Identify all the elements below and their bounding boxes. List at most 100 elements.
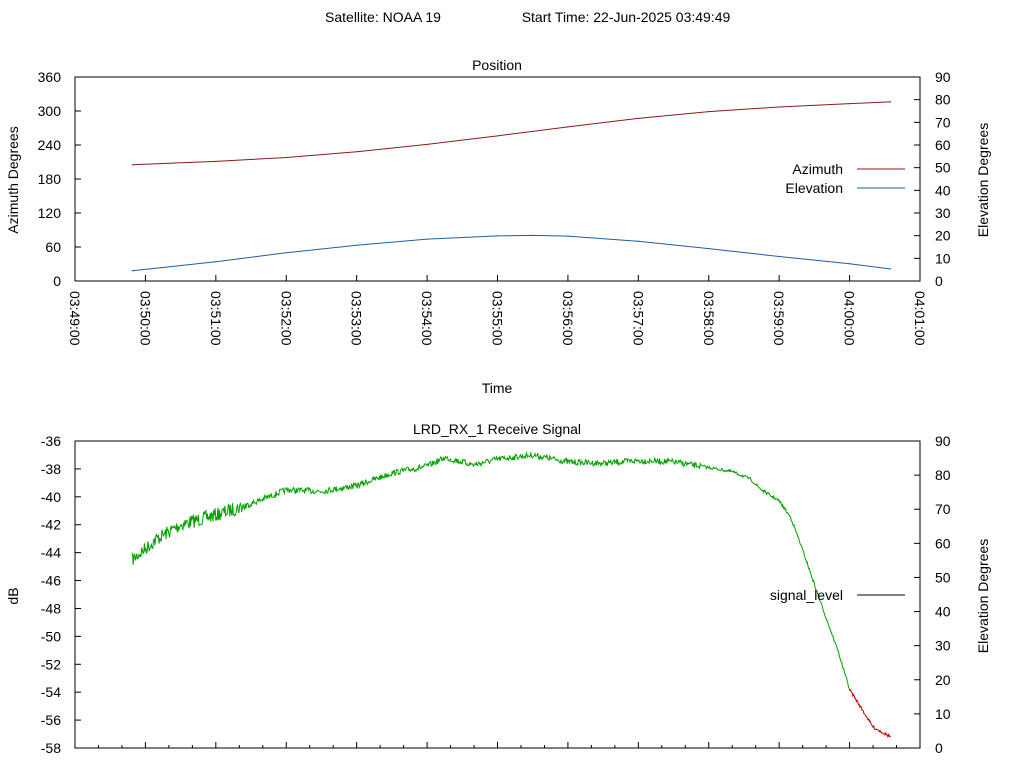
signal-y-tick-label: -36: [41, 433, 61, 449]
data-point-signal-level: [321, 491, 322, 492]
position-y2-tick-label: 10: [935, 250, 951, 266]
position-y-tick-label: 180: [38, 171, 62, 187]
data-point-elevation: [890, 268, 892, 270]
legend-label-azimuth: Azimuth: [792, 161, 843, 177]
position-y2-tick-label: 90: [935, 69, 951, 85]
data-point-azimuth: [848, 103, 851, 105]
signal-y2-tick-label: 0: [935, 740, 943, 756]
position-y2-tick-label: 60: [935, 137, 951, 153]
signal-chart: LRD_RX_1 Receive Signal dB Elevation Deg…: [5, 421, 991, 756]
data-point-azimuth: [637, 117, 639, 119]
position-legend: Azimuth Elevation: [785, 161, 905, 196]
data-point-signal-level: [749, 478, 750, 479]
position-y2-tick-label: 40: [935, 182, 951, 198]
data-point-elevation: [567, 235, 569, 237]
data-point-signal-level: [779, 501, 780, 502]
position-y-axis-label: Azimuth Degrees: [5, 126, 21, 233]
series-line-signal-level: [132, 451, 850, 690]
position-x-tick-label: 04:01:00: [912, 291, 928, 346]
data-point-signal-level: [890, 736, 891, 737]
position-x-axis-label: Time: [482, 380, 513, 396]
data-point-signal-level: [132, 559, 133, 560]
start-time-label: Start Time: 22-Jun-2025 03:49:49: [522, 9, 731, 25]
data-point-signal-level: [444, 457, 445, 458]
signal-y-tick-label: -48: [41, 600, 61, 616]
position-x-tick-label: 03:58:00: [701, 291, 717, 346]
position-y-tick-label: 120: [38, 205, 62, 221]
position-chart: Position Azimuth Degrees Elevation Degre…: [5, 57, 991, 396]
signal-y2-tick-label: 60: [935, 535, 951, 551]
satellite-label: Satellite: NOAA 19: [325, 9, 441, 25]
data-point-signal-level: [391, 473, 392, 474]
data-point-signal-level: [356, 485, 357, 486]
data-point-elevation: [285, 252, 287, 254]
data-point-signal-level: [474, 464, 475, 465]
data-point-elevation: [131, 270, 134, 272]
signal-y2-tick-label: 10: [935, 706, 951, 722]
data-point-elevation: [708, 247, 710, 250]
data-point-signal-level: [873, 727, 874, 728]
data-point-signal-level: [532, 454, 533, 455]
data-point-azimuth: [356, 151, 358, 153]
data-point-elevation: [778, 255, 780, 258]
signal-chart-title: LRD_RX_1 Receive Signal: [413, 421, 581, 437]
data-point-signal-level: [849, 689, 850, 690]
position-y-tick-label: 240: [38, 137, 62, 153]
position-y-tick-label: 300: [38, 103, 62, 119]
position-y2-axis-label: Elevation Degrees: [975, 123, 991, 237]
series-line-azimuth: [132, 101, 891, 166]
position-x-tick-label: 03:50:00: [137, 291, 153, 346]
signal-y-tick-label: -56: [41, 712, 61, 728]
data-point-azimuth: [496, 135, 499, 137]
position-y-tick-label: 60: [45, 239, 61, 255]
data-point-elevation: [426, 238, 428, 240]
data-point-elevation: [356, 244, 358, 246]
data-point-signal-level: [286, 489, 287, 490]
position-x-tick-label: 03:49:00: [67, 291, 83, 346]
data-point-signal-level: [157, 538, 158, 539]
position-x-tick-label: 03:56:00: [560, 291, 576, 346]
data-point-elevation: [532, 234, 534, 237]
position-x-tick-label: 03:54:00: [419, 291, 435, 346]
position-x-tick-label: 03:57:00: [630, 291, 646, 346]
data-point-signal-level: [732, 471, 733, 472]
data-point-azimuth: [778, 106, 780, 108]
data-point-azimuth: [708, 110, 710, 113]
data-point-azimuth: [426, 143, 428, 146]
data-point-elevation: [848, 263, 851, 265]
position-x-tick-label: 03:53:00: [349, 291, 365, 346]
data-point-signal-level: [673, 461, 674, 462]
position-x-tick-label: 03:51:00: [208, 291, 224, 346]
data-point-azimuth: [215, 160, 217, 163]
legend-label-signal-level: signal_level: [770, 587, 843, 603]
series-line-signal-level-tail: [848, 688, 892, 739]
position-y2-tick-label: 50: [935, 160, 951, 176]
data-point-signal-level: [837, 650, 838, 651]
data-point-signal-level: [567, 461, 568, 462]
legend-label-elevation: Elevation: [785, 180, 843, 196]
position-y2-tick-label: 30: [935, 205, 951, 221]
position-x-tick-label: 03:55:00: [490, 291, 506, 346]
position-y2-tick-label: 0: [935, 273, 943, 289]
data-point-signal-level: [427, 466, 428, 467]
signal-y2-tick-label: 40: [935, 604, 951, 620]
position-y-tick-label: 360: [38, 69, 62, 85]
position-y-tick-label: 0: [53, 273, 61, 289]
signal-y2-tick-label: 50: [935, 569, 951, 585]
data-point-azimuth: [285, 156, 287, 159]
signal-y-tick-label: -54: [41, 684, 61, 700]
position-x-tick-label: 03:59:00: [771, 291, 787, 346]
position-x-tick-label: 04:00:00: [842, 291, 858, 346]
data-point-elevation: [496, 235, 499, 237]
signal-y-tick-label: -58: [41, 740, 61, 756]
signal-y-tick-label: -52: [41, 656, 61, 672]
signal-legend: signal_level: [770, 587, 905, 603]
data-point-azimuth: [567, 126, 569, 128]
signal-y-tick-label: -40: [41, 489, 61, 505]
data-point-signal-level: [802, 549, 803, 550]
data-point-signal-level: [215, 514, 216, 515]
position-y2-tick-label: 70: [935, 114, 951, 130]
position-y2-tick-label: 80: [935, 92, 951, 108]
